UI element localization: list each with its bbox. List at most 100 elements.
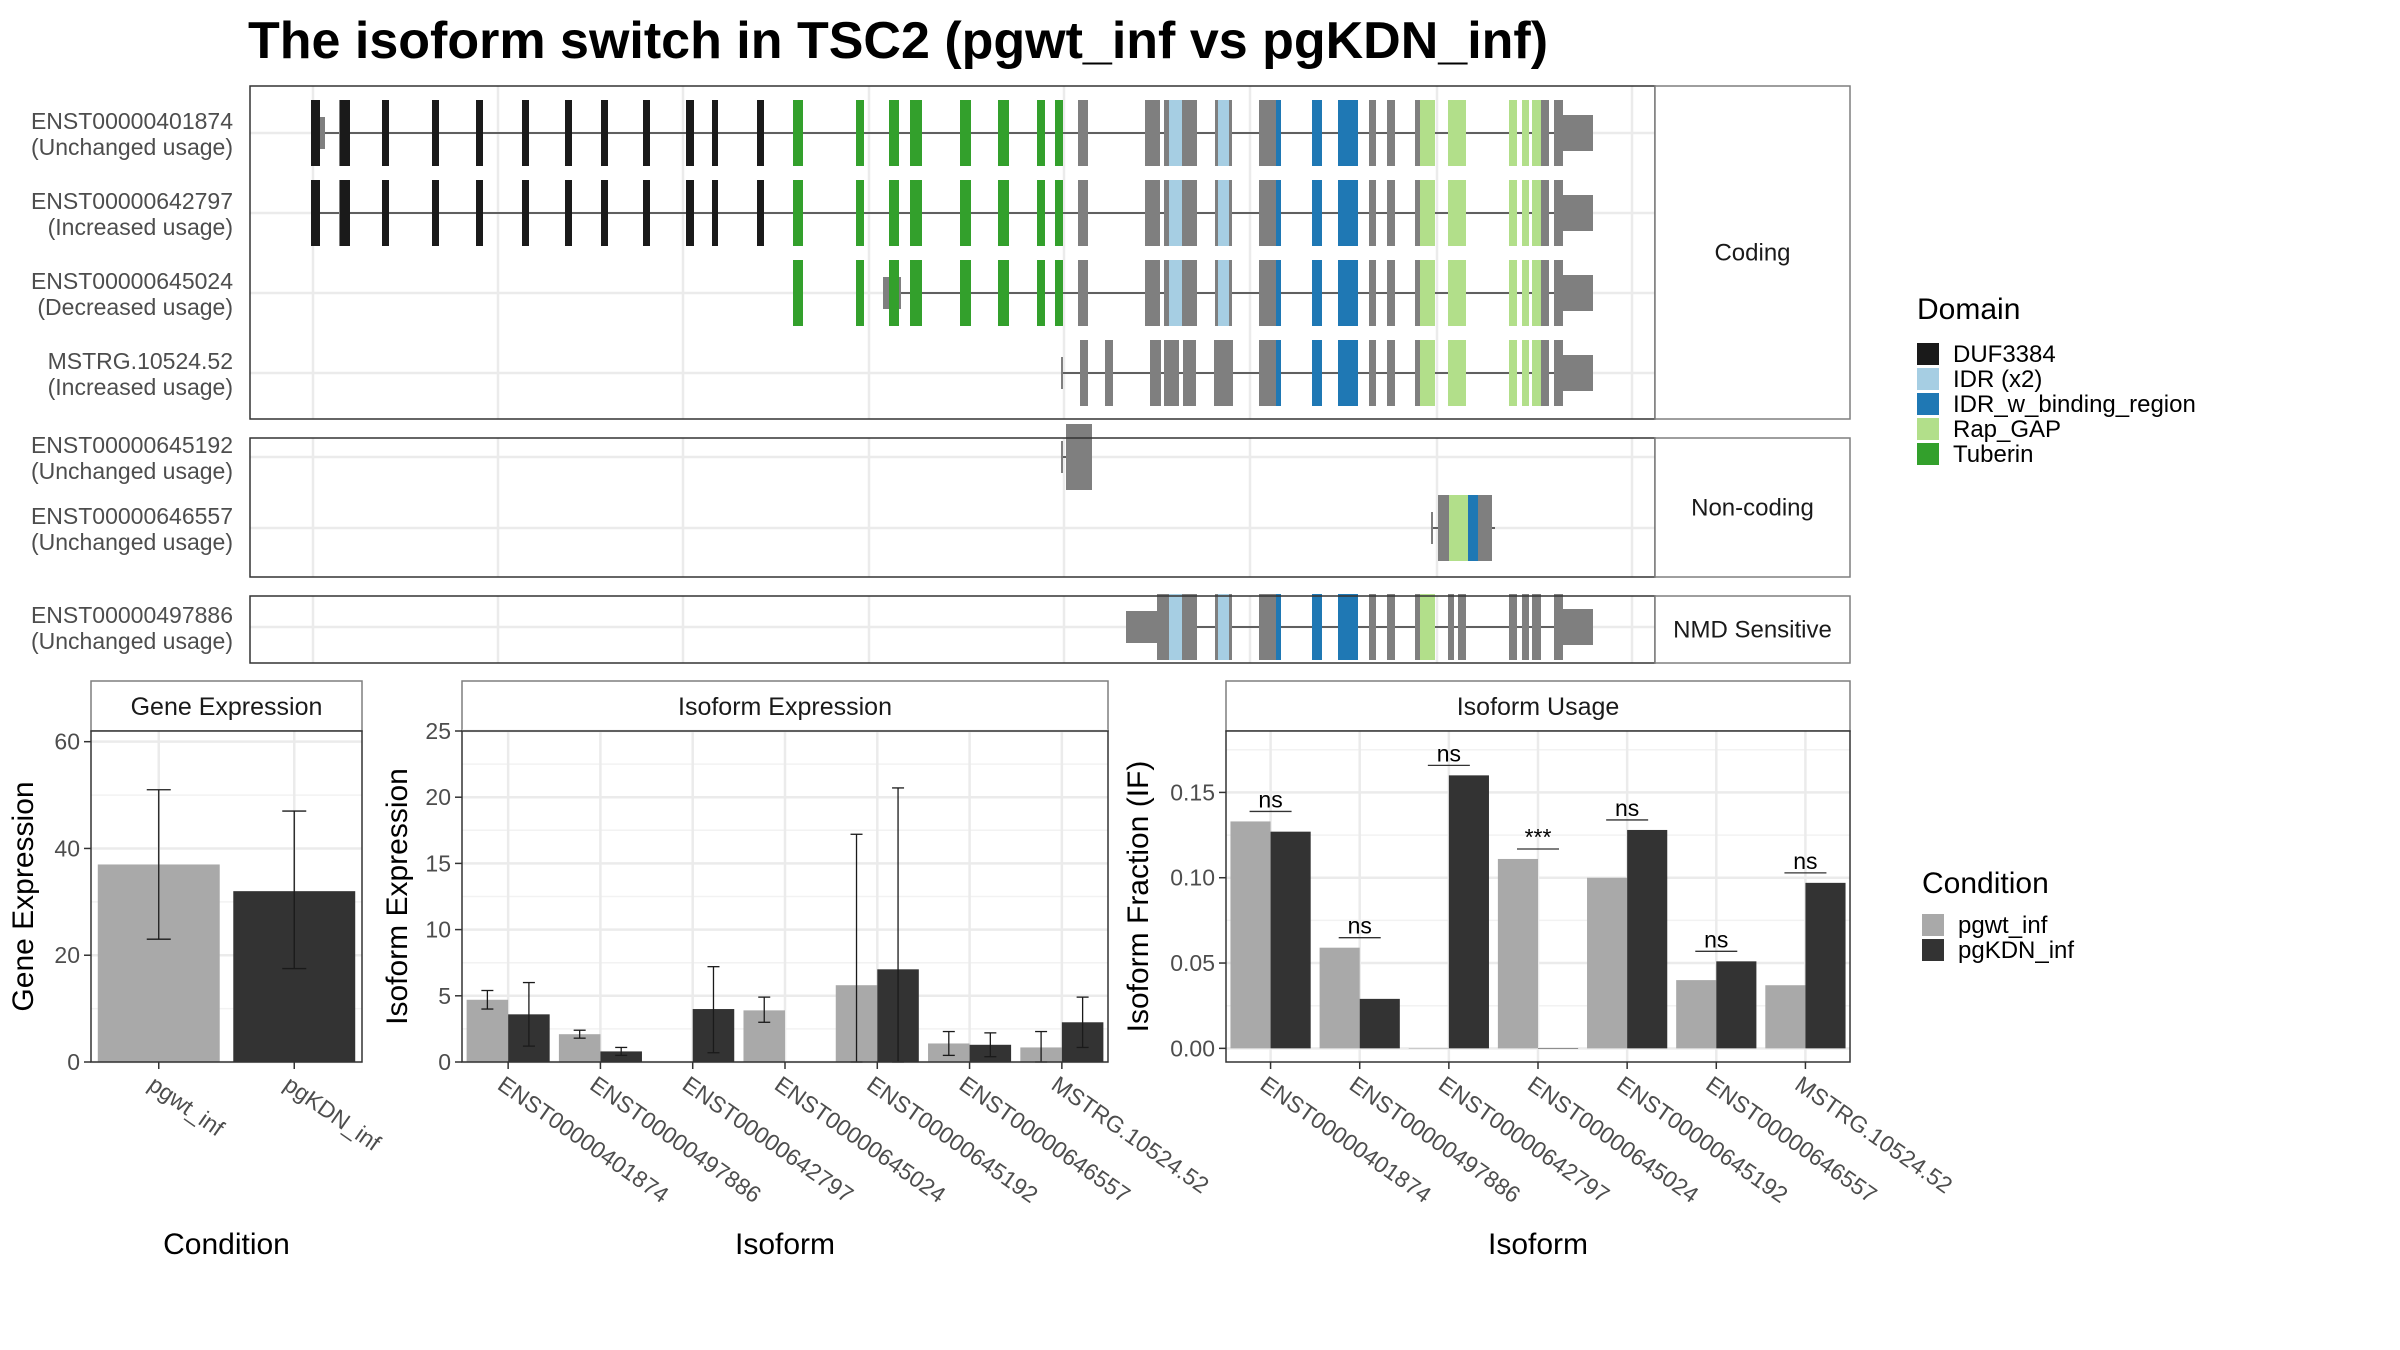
exon-block bbox=[340, 180, 350, 246]
y-tick-label: 0.00 bbox=[1170, 1035, 1215, 1061]
transcript-model bbox=[1431, 495, 1495, 561]
exon-block bbox=[889, 180, 899, 246]
transcript-usage-label: (Unchanged usage) bbox=[31, 628, 233, 654]
transcript-model bbox=[311, 100, 1593, 166]
exon-block bbox=[1369, 180, 1376, 246]
exon-block bbox=[1448, 340, 1466, 406]
significance-label: ns bbox=[1258, 786, 1282, 812]
transcript-id-label: MSTRG.10524.52 bbox=[48, 348, 233, 374]
domain-legend-swatch bbox=[1917, 343, 1939, 365]
transcript-model bbox=[793, 260, 1593, 326]
domain-legend-label: Tuberin bbox=[1953, 441, 2033, 468]
exon-block bbox=[1312, 340, 1322, 406]
exon-block bbox=[1055, 260, 1063, 326]
exon-block bbox=[1169, 100, 1182, 166]
exon-block bbox=[1554, 340, 1563, 406]
exon-block bbox=[1169, 594, 1182, 660]
bar bbox=[1716, 961, 1757, 1049]
x-tick-label: ENST00000497886 bbox=[586, 1071, 766, 1208]
exon-block bbox=[1215, 100, 1218, 166]
exon-block bbox=[565, 180, 572, 246]
exon-block bbox=[565, 100, 572, 166]
exon-block bbox=[1276, 180, 1281, 246]
transcript-model bbox=[1061, 424, 1092, 490]
y-tick-label: 20 bbox=[425, 784, 451, 810]
domain-legend-title: Domain bbox=[1917, 293, 2020, 326]
exon-block bbox=[1420, 594, 1435, 660]
exon-block bbox=[960, 100, 971, 166]
exon-block bbox=[601, 180, 608, 246]
condition-legend-title: Condition bbox=[1922, 867, 2049, 900]
exon-block bbox=[910, 100, 922, 166]
transcript-usage-label: (Increased usage) bbox=[48, 214, 233, 240]
exon-block bbox=[1554, 180, 1563, 246]
exon-block bbox=[432, 180, 439, 246]
domain-legend-swatch bbox=[1917, 443, 1939, 465]
structure-facet-background bbox=[250, 86, 1655, 419]
y-tick-label: 20 bbox=[54, 942, 80, 968]
exon-block bbox=[476, 100, 483, 166]
exon-block bbox=[1448, 180, 1466, 246]
exon-block bbox=[1509, 260, 1517, 326]
exon-block bbox=[1338, 260, 1358, 326]
y-tick-label: 10 bbox=[425, 917, 451, 943]
bar bbox=[1497, 858, 1538, 1049]
utr-exon bbox=[1563, 609, 1593, 645]
panel-border bbox=[90, 730, 363, 1063]
transcript-usage-label: (Unchanged usage) bbox=[31, 458, 233, 484]
x-tick-label: pgKDN_inf bbox=[279, 1071, 386, 1156]
x-tick-label: ENST00000645024 bbox=[770, 1071, 951, 1208]
exon-block bbox=[1522, 260, 1529, 326]
exon-block bbox=[1532, 594, 1541, 660]
exon-block bbox=[1415, 260, 1420, 326]
exon-block bbox=[1215, 594, 1218, 660]
exon-block bbox=[1338, 340, 1358, 406]
significance-label: *** bbox=[1525, 824, 1552, 850]
x-tick-label: ENST00000645192 bbox=[862, 1071, 1042, 1208]
transcript-id-label: ENST00000645192 bbox=[31, 432, 233, 458]
exon-block bbox=[1369, 340, 1376, 406]
exon-block bbox=[856, 100, 864, 166]
exon-block bbox=[1312, 594, 1322, 660]
x-tick-label: ENST00000642797 bbox=[678, 1071, 858, 1208]
exon-block bbox=[793, 180, 803, 246]
y-tick-label: 15 bbox=[425, 850, 451, 876]
exon-block bbox=[1415, 340, 1420, 406]
exon-block bbox=[1164, 180, 1169, 246]
exon-block bbox=[1164, 100, 1169, 166]
exon-block bbox=[1182, 260, 1197, 326]
domain-legend-label: DUF3384 bbox=[1953, 341, 2056, 368]
exon-block bbox=[1229, 100, 1232, 166]
bar bbox=[1270, 831, 1311, 1049]
exon-block bbox=[1229, 180, 1232, 246]
exon-block bbox=[1554, 100, 1563, 166]
exon-block bbox=[1522, 180, 1529, 246]
exon-block bbox=[960, 180, 971, 246]
exon-block bbox=[712, 180, 718, 246]
y-axis-title: Isoform Expression bbox=[381, 768, 414, 1025]
exon-block bbox=[1387, 260, 1395, 326]
x-tick-label: ENST00000646557 bbox=[955, 1071, 1135, 1208]
exon-block bbox=[1037, 180, 1045, 246]
exon-block bbox=[1055, 100, 1063, 166]
exon-block bbox=[1157, 594, 1169, 660]
y-tick-label: 60 bbox=[54, 729, 80, 755]
exon-block bbox=[1078, 100, 1088, 166]
domain-legend-label: IDR (x2) bbox=[1953, 366, 2042, 393]
exon-block bbox=[1218, 180, 1229, 246]
exon-block bbox=[1509, 100, 1517, 166]
exon-block bbox=[1532, 100, 1541, 166]
bar bbox=[1676, 980, 1717, 1049]
exon-block bbox=[382, 180, 389, 246]
exon-block bbox=[998, 100, 1009, 166]
figure-title: The isoform switch in TSC2 (pgwt_inf vs … bbox=[248, 12, 1548, 70]
exon-block bbox=[1478, 495, 1484, 561]
structure-strip bbox=[1654, 85, 1851, 420]
transcript-model bbox=[1126, 594, 1593, 660]
x-tick-label: MSTRG.10524.52 bbox=[1791, 1071, 1958, 1199]
transcript-usage-label: (Decreased usage) bbox=[37, 294, 233, 320]
exon-block bbox=[793, 260, 803, 326]
exon-block bbox=[1276, 260, 1281, 326]
exon-block bbox=[1169, 260, 1182, 326]
